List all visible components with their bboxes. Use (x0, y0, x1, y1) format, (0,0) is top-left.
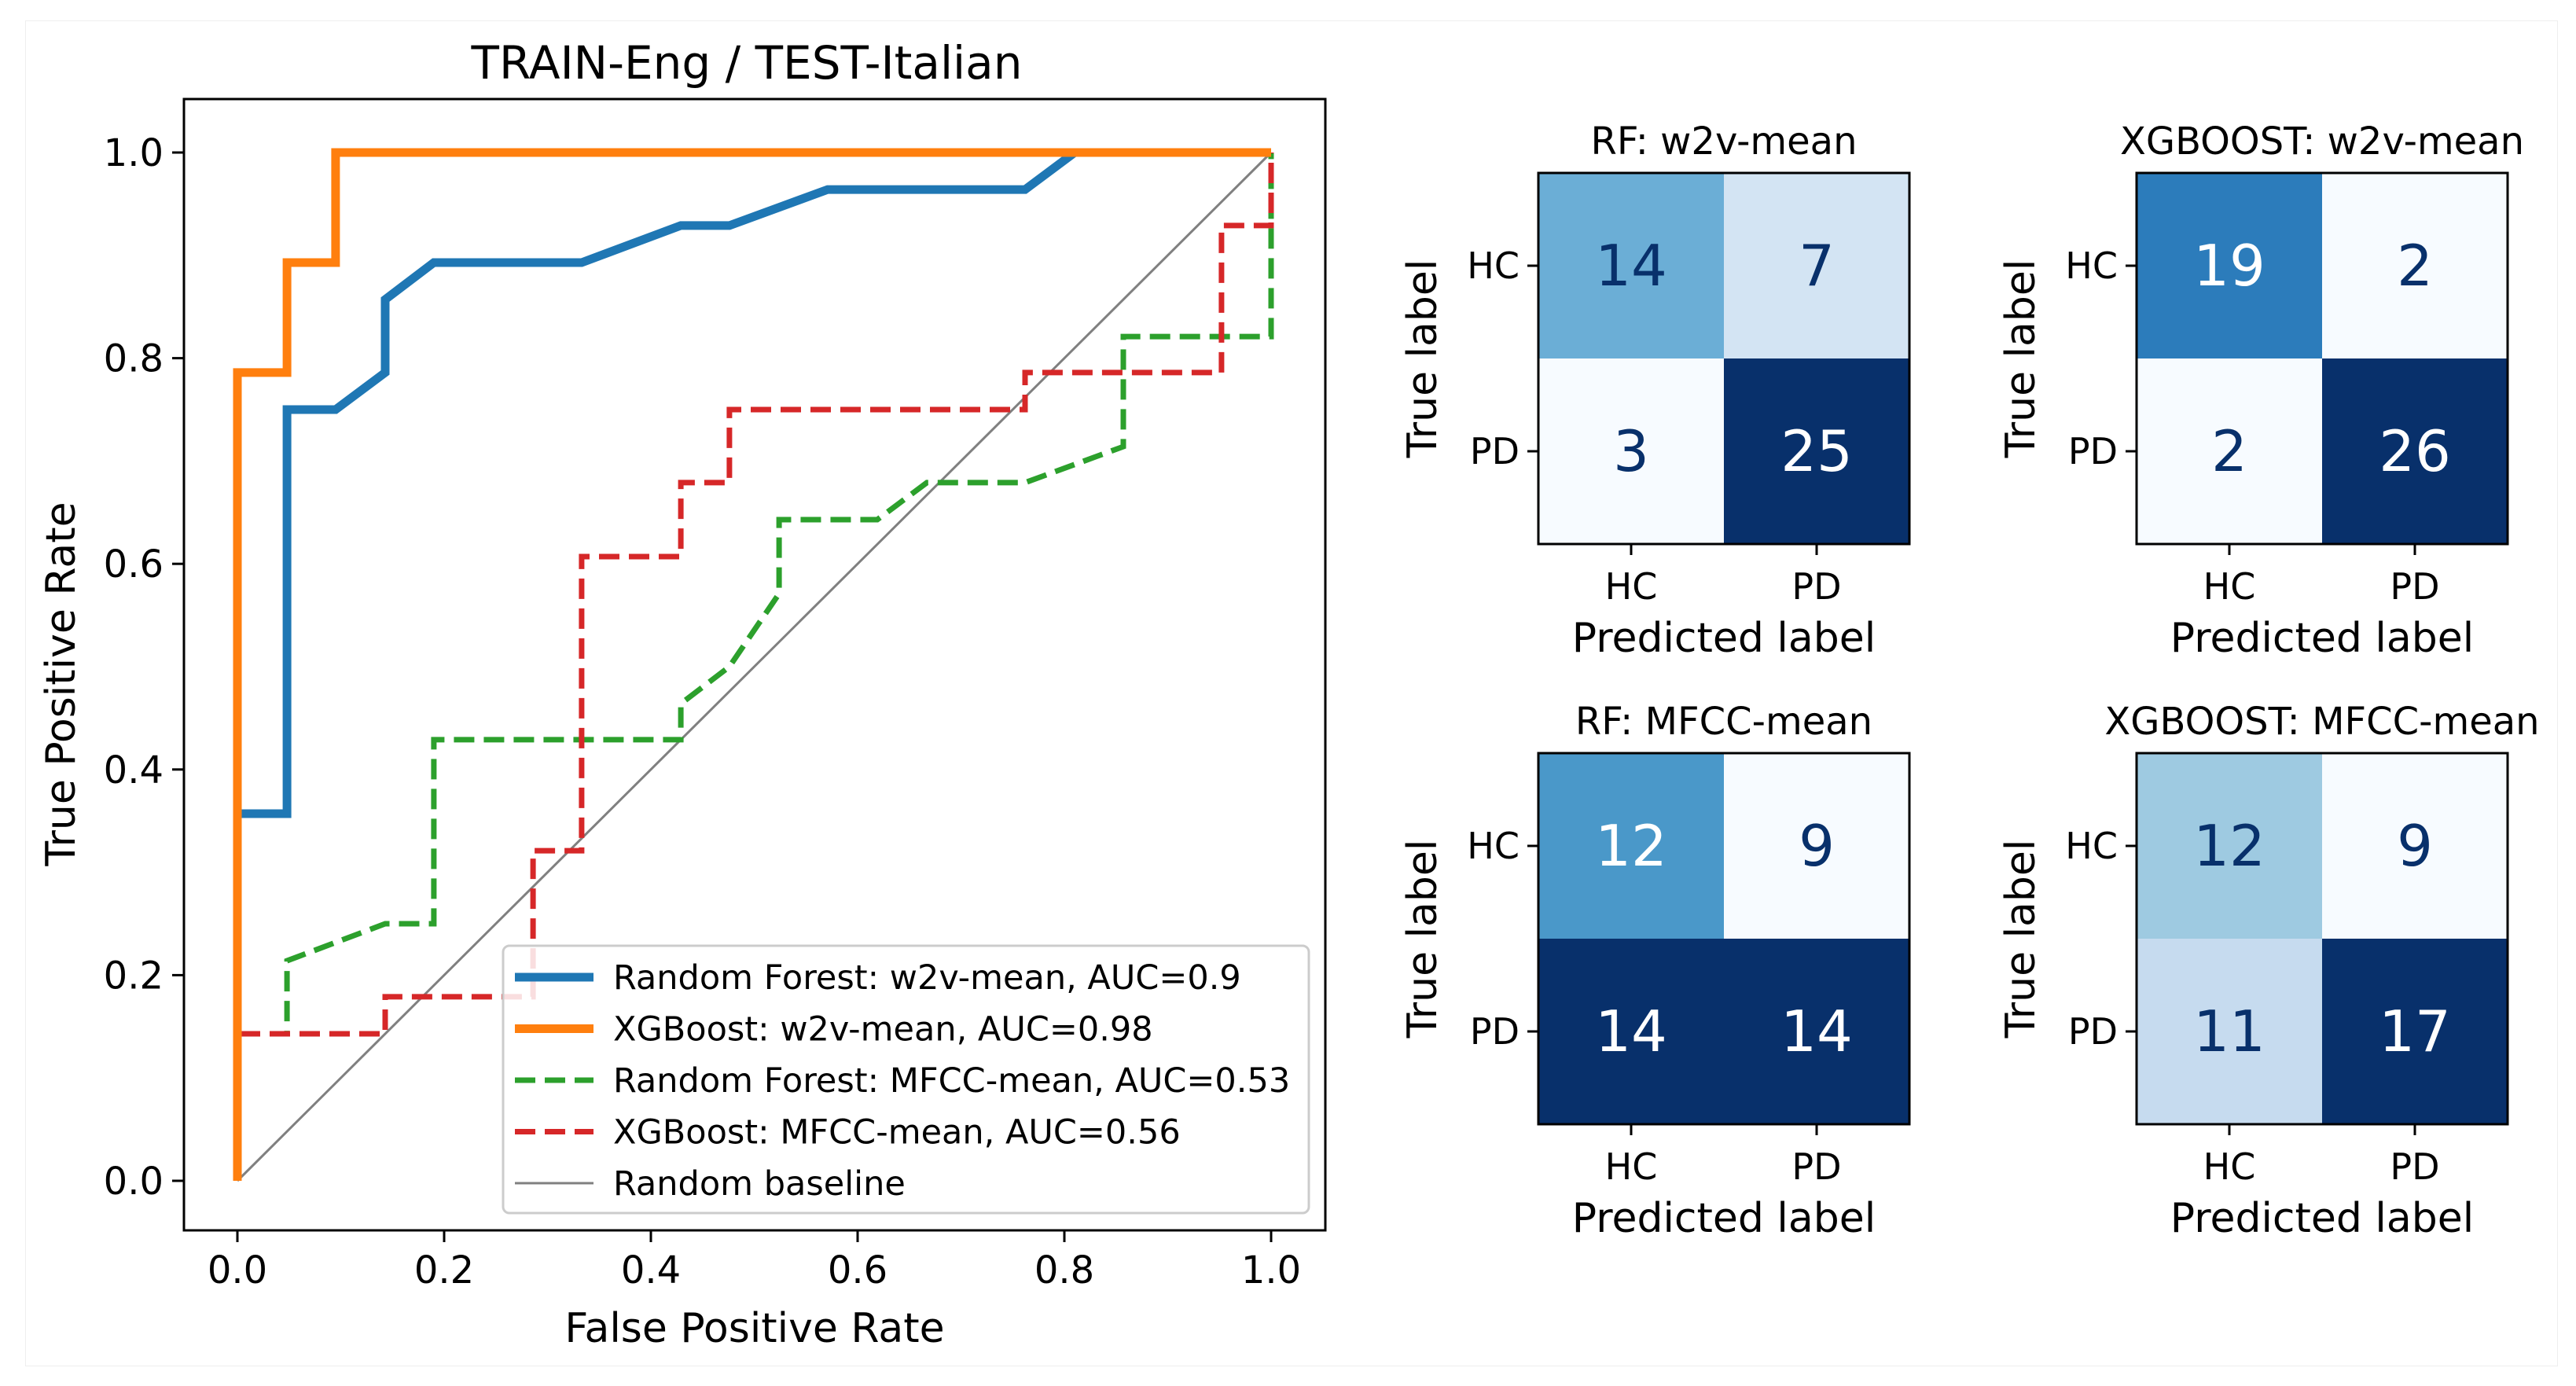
roc-title: TRAIN-Eng / TEST-Italian (471, 36, 1023, 90)
cm-cell (1724, 173, 1909, 358)
x-tick-label: 0.0 (208, 1248, 267, 1292)
cm-x-axis-label: Predicted label (1572, 615, 1876, 662)
legend-label: XGBoost: w2v-mean, AUC=0.98 (613, 1010, 1153, 1050)
legend-label: Random baseline (613, 1164, 906, 1204)
roc-legend-box (502, 944, 1310, 1215)
cm-y-tick-label: HC (2065, 825, 2118, 867)
legend-label: XGBoost: MFCC-mean, AUC=0.56 (613, 1113, 1181, 1153)
cm-x-axis-label: Predicted label (1572, 1195, 1876, 1242)
cm-cell-value: 14 (1595, 233, 1667, 299)
cm-cell (1538, 173, 1724, 358)
cm-title: RF: MFCC-mean (1575, 700, 1872, 744)
cm-cell (1724, 939, 1909, 1124)
cm-cell-value: 12 (2193, 813, 2265, 879)
cm-y-axis-label: True label (1399, 259, 1446, 459)
cm-x-tick-label: HC (1605, 565, 1658, 608)
cm-cell-value: 14 (1595, 998, 1667, 1064)
cm-cell-value: 25 (1780, 418, 1853, 484)
cm-y-tick-label: PD (1470, 1010, 1520, 1053)
confusion-matrix-rf-mfcc-mean: RF: MFCC-mean 12 9 14 14 HC PD HC PD Predicted la… (1399, 700, 1911, 1242)
cm-cell-value: 17 (2379, 998, 2451, 1064)
cm-cell (1724, 753, 1909, 939)
cm-cell-value: 12 (1595, 813, 1667, 879)
cm-title: RF: w2v-mean (1590, 119, 1857, 164)
cm-cell (2322, 173, 2508, 358)
cm-cell (2137, 358, 2322, 544)
cm-cell (1538, 358, 1724, 544)
cm-frame (2135, 752, 2509, 1126)
cm-x-tick-label: PD (1791, 1145, 1841, 1188)
cm-cell-value: 11 (2193, 998, 2265, 1064)
cm-x-tick-label: PD (1791, 565, 1841, 608)
cm-cell-value: 26 (2379, 418, 2451, 484)
cm-x-tick-label: HC (1605, 1145, 1658, 1188)
cm-y-tick-label: HC (2065, 244, 2118, 287)
cm-x-tick-label: HC (2203, 1145, 2256, 1188)
cm-cell-value: 9 (1799, 813, 1835, 879)
figure-frame (25, 20, 2558, 1366)
cm-x-tick-label: PD (2390, 565, 2439, 608)
cm-cell (1538, 753, 1724, 939)
cm-cell-value: 2 (2397, 233, 2433, 299)
y-tick-label: 0.2 (104, 954, 164, 998)
cm-x-axis-label: Predicted label (2170, 615, 2474, 662)
cm-y-tick-label: HC (1467, 825, 1520, 867)
cm-y-tick-label: PD (1470, 430, 1520, 472)
cm-cell-value: 2 (2211, 418, 2247, 484)
x-tick-label: 0.6 (828, 1248, 887, 1292)
roc-series-random-forest-mfcc-mean-auc-0-53 (234, 153, 1274, 1181)
cm-y-axis-label: True label (1997, 840, 2045, 1039)
cm-cell (2322, 358, 2508, 544)
y-tick-label: 0.0 (104, 1160, 164, 1204)
roc-plot-frame (182, 97, 1327, 1232)
roc-y-axis-label: True Positive Rate (38, 502, 85, 866)
roc-series-random-forest-w2v-mean-auc-0-9 (233, 148, 1271, 1181)
cm-cell (2322, 753, 2508, 939)
cm-y-tick-label: PD (2068, 430, 2118, 472)
y-tick-label: 0.8 (104, 337, 164, 381)
x-tick-label: 0.2 (414, 1248, 474, 1292)
x-tick-label: 1.0 (1241, 1248, 1301, 1292)
cm-cell (1538, 939, 1724, 1124)
cm-cell (2137, 173, 2322, 358)
cm-cell-value: 7 (1799, 233, 1835, 299)
confusion-matrix-rf-w2v-mean: RF: w2v-mean 14 7 3 25 HC PD HC PD Predicted labe… (1399, 119, 1911, 662)
cm-x-axis-label: Predicted label (2170, 1195, 2474, 1242)
confusion-matrix-xgboost-w2v-mean: XGBOOST: w2v-mean 19 2 2 26 HC PD HC PD Predicted… (1997, 119, 2524, 662)
cm-cell (2137, 753, 2322, 939)
cm-frame (1537, 752, 1911, 1126)
y-tick-label: 0.6 (104, 542, 164, 586)
cm-title: XGBOOST: MFCC-mean (2104, 700, 2539, 744)
cm-title: XGBOOST: w2v-mean (2120, 119, 2524, 164)
cm-y-axis-label: True label (1399, 840, 1446, 1039)
confusion-matrix-xgboost-mfcc-mean: XGBOOST: MFCC-mean 12 9 11 17 HC PD HC PD Predict… (1997, 700, 2540, 1242)
cm-x-tick-label: PD (2390, 1145, 2439, 1188)
y-tick-label: 0.4 (104, 748, 164, 792)
cm-y-axis-label: True label (1997, 259, 2045, 459)
y-tick-label: 1.0 (104, 131, 164, 175)
cm-frame (2135, 171, 2509, 546)
cm-y-tick-label: HC (1467, 244, 1520, 287)
roc-x-axis-label: False Positive Rate (564, 1305, 944, 1352)
cm-cell-value: 9 (2397, 813, 2433, 879)
cm-cell-value: 3 (1613, 418, 1649, 484)
cm-cell-value: 19 (2193, 233, 2265, 299)
legend-label: Random Forest: w2v-mean, AUC=0.9 (613, 958, 1241, 998)
cm-cell (2137, 939, 2322, 1124)
cm-y-tick-label: PD (2068, 1010, 2118, 1053)
cm-cell (1724, 358, 1909, 544)
x-tick-label: 0.4 (621, 1248, 681, 1292)
roc-series-xgboost-w2v-mean-auc-0-98 (233, 148, 1271, 1181)
cm-frame (1537, 171, 1911, 546)
cm-cell-value: 14 (1780, 998, 1853, 1064)
roc-series-random-baseline (236, 151, 1273, 1182)
cm-x-tick-label: HC (2203, 565, 2256, 608)
x-tick-label: 0.8 (1034, 1248, 1094, 1292)
cm-cell (2322, 939, 2508, 1124)
legend-label: Random Forest: MFCC-mean, AUC=0.53 (613, 1061, 1290, 1101)
